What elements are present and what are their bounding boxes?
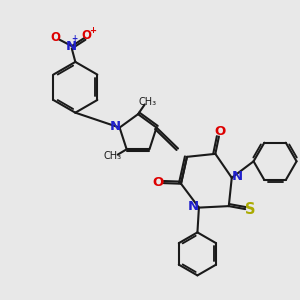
Text: S: S (245, 202, 256, 217)
Text: N: N (232, 170, 243, 183)
Text: CH₃: CH₃ (139, 97, 157, 106)
Text: N: N (110, 121, 121, 134)
Text: +: + (72, 34, 78, 43)
Text: O: O (51, 31, 61, 44)
Text: +: + (89, 26, 96, 35)
Text: O: O (153, 176, 164, 189)
Text: N: N (188, 200, 199, 213)
Text: O: O (82, 28, 92, 41)
Text: O: O (214, 125, 225, 138)
Text: CH₃: CH₃ (103, 151, 122, 161)
Text: N: N (66, 40, 77, 52)
